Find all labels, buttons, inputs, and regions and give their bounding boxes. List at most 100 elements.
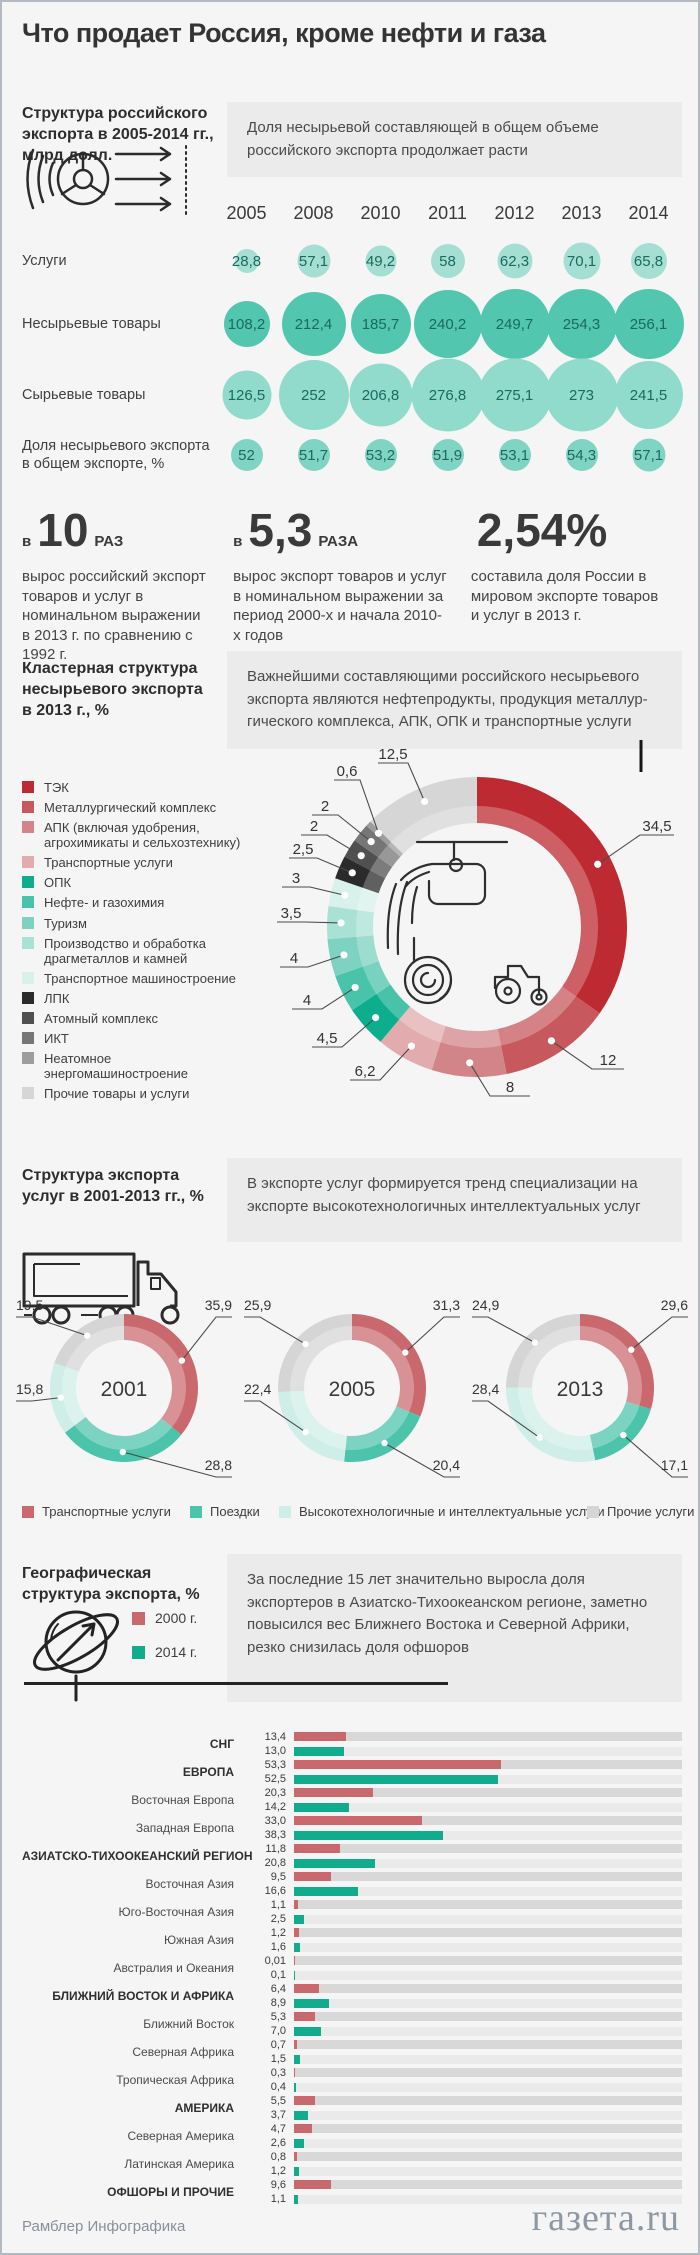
year-label: 2010 (360, 202, 401, 223)
bubble (431, 439, 464, 471)
slice-dot (594, 860, 602, 868)
geo-row: БЛИЖНИЙ ВОСТОК И АФРИКА 6,4 8,9 (22, 1982, 682, 2010)
bar-2014 (294, 2111, 309, 2120)
bar-track (294, 1732, 682, 1741)
bubble (563, 242, 600, 280)
bubble (546, 289, 617, 359)
bubble-cell: 126,5 (213, 358, 280, 432)
stat-value: 5,3 (248, 504, 313, 556)
slice-dot (466, 1059, 474, 1067)
legend-swatch (22, 916, 34, 929)
bar-track (294, 1831, 682, 1840)
bubble (478, 358, 551, 432)
region-label: Восточная Азия (145, 1877, 234, 1891)
stat-number: 2,54% (471, 507, 660, 553)
legend-item: Транспортные услуги (22, 855, 257, 870)
region-label: Западная Европа (135, 1821, 234, 1835)
region-label: Тропическая Африка (116, 2073, 234, 2087)
label-leader (16, 1397, 61, 1402)
donut-year: 2001 (101, 1378, 148, 1401)
geo-row: Латинская Америка 0,8 1,2 (22, 2150, 682, 2178)
donut-slice-value: 19,5 (16, 1297, 43, 1313)
geo-row: Австралия и Океания 0,01 0,1 (22, 1954, 682, 1982)
region-value: 9,6 (270, 2179, 286, 2191)
gazeta-logo: газета.ru (531, 2197, 680, 2239)
legend-item: Нефте- и газохимия (22, 895, 257, 910)
bubble (349, 363, 412, 427)
region-bars (294, 2038, 682, 2066)
region-value: 13,4 (264, 1731, 286, 1743)
note-box: За последние 15 лет значительно выросла … (227, 1554, 682, 1702)
region-value: 0,8 (270, 2151, 286, 2163)
bar-track (294, 1816, 682, 1825)
region-values: 0,8 1,2 (244, 2150, 294, 2178)
region-values: 13,4 13,0 (244, 1730, 294, 1758)
label-leader (282, 886, 345, 896)
bar-track (294, 1956, 682, 1965)
region-label: Восточная Европа (131, 1793, 234, 1807)
label-leader (277, 921, 342, 924)
bubble-value: 49,2 (365, 252, 396, 270)
label-leader (244, 1400, 306, 1433)
legend-item: ЛПК (22, 991, 257, 1006)
bubble-value: 275,1 (495, 386, 534, 404)
year-label: 2013 (561, 202, 602, 223)
bubble-value: 241,5 (629, 386, 668, 404)
region-bars (294, 2150, 682, 2178)
cluster-slice-value: 12 (600, 1052, 617, 1069)
region-value: 0,1 (270, 1969, 286, 1981)
geo-row: Ближний Восток 5,3 7,0 (22, 2010, 682, 2038)
region-value: 1,1 (270, 2193, 286, 2205)
legend-swatch (22, 856, 34, 869)
legend-label: Неатомное энергомашиностроение (44, 1051, 189, 1082)
bubble (223, 301, 270, 347)
region-values: 33,0 38,3 (244, 1814, 294, 1842)
legend-item: 2014 г. (132, 1644, 197, 1660)
bubble-cell: 51,7 (280, 432, 347, 478)
region-label: Латинская Америка (124, 2157, 234, 2171)
cluster-slice-value: 4 (303, 992, 311, 1009)
bubble-value: 276,8 (428, 386, 467, 404)
section-services-structure: Структура экспорта услуг в 2001-2013 гг.… (2, 1152, 698, 1552)
donut-year: 2013 (557, 1378, 604, 1401)
region-values: 0,01 0,1 (244, 1954, 294, 1982)
legend-swatch (587, 1505, 599, 1518)
bubble (278, 360, 349, 430)
bubble (413, 290, 482, 358)
bar-2000 (294, 1732, 346, 1741)
bubble-cell: 58 (414, 232, 481, 290)
bubble (281, 292, 346, 356)
label-leader (122, 1451, 232, 1478)
bubble (479, 289, 550, 359)
bubble-value: 53,1 (499, 446, 530, 464)
service-donut: 29,6 17,1 28,4 24,9 2013 (468, 1292, 692, 1492)
bar-track (294, 1887, 682, 1896)
pie-slice (352, 1314, 426, 1417)
region-bars (294, 1898, 682, 1926)
bar-track (294, 1803, 682, 1812)
region-value: 14,2 (264, 1801, 286, 1813)
bubble-cell: 108,2 (213, 290, 280, 358)
note-box: Доля несырьевой составляющей в общем объ… (227, 102, 682, 177)
cluster-slice-value: 4 (290, 950, 298, 967)
bubble-value: 249,7 (495, 315, 534, 333)
donut-slice-value: 24,9 (472, 1297, 499, 1313)
slice-dot (374, 829, 383, 837)
slice-dot (348, 869, 356, 877)
pie-slice (327, 905, 375, 940)
donut-slice-value: 17,1 (661, 1457, 688, 1473)
region-bars (294, 1954, 682, 1982)
pie-slice (328, 878, 379, 913)
bubble (498, 439, 531, 471)
bar-track (294, 1788, 682, 1797)
legend-item: Поездки (190, 1504, 260, 1519)
bubble (545, 358, 618, 432)
slice-dot (371, 1014, 380, 1022)
region-label: Ближний Восток (143, 2017, 234, 2031)
bubble-value: 273 (568, 386, 595, 404)
region-values: 53,3 52,5 (244, 1758, 294, 1786)
cluster-slice-value: 4,5 (317, 1030, 338, 1047)
label-leader (551, 1040, 624, 1070)
bubble-value: 65,8 (633, 252, 664, 270)
legend-label: ИКТ (44, 1031, 69, 1047)
